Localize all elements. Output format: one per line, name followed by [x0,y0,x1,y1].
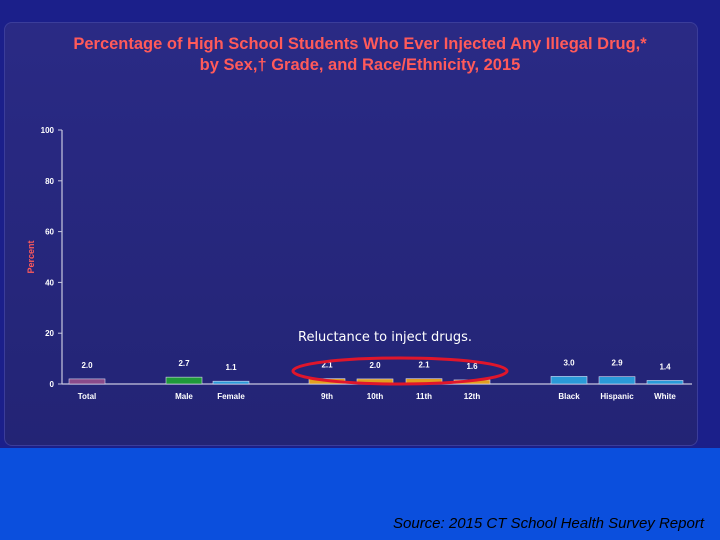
x-tick-label: Total [78,392,97,401]
y-tick-label: 40 [45,278,54,287]
bar-white [646,380,684,385]
y-tick-label: 100 [41,126,55,135]
bar-total [68,378,106,385]
footer-band [0,448,720,540]
x-tick-label: 9th [321,392,333,401]
chart-panel [4,22,698,446]
chart-title: Percentage of High School Students Who E… [20,34,700,76]
bar-female [212,380,250,385]
y-tick-label: 20 [45,329,54,338]
x-tick-label: Female [217,392,245,401]
bar-chart: 0 20 40 60 80 100 Percent 2.0 Total 2.7 Male 1.1 Fem… [26,126,692,401]
data-label: 2.1 [418,361,430,370]
data-label: 2.9 [611,359,623,368]
data-label: 1.1 [225,363,237,372]
bar-black [550,376,588,385]
x-tick-label: 11th [416,392,432,401]
x-tick-label: 10th [367,392,384,401]
data-label: 1.4 [659,362,671,371]
x-tick-label: 12th [464,392,481,401]
y-tick-label: 80 [45,177,54,186]
y-tick-label: 60 [45,228,54,237]
x-tick-label: Black [558,392,580,401]
data-label: 2.7 [178,359,190,368]
chart-title-line-2: by Sex,† Grade, and Race/Ethnicity, 2015 [199,56,521,74]
y-axis-label: Percent [26,240,36,273]
x-tick-label: Male [175,392,193,401]
annotation-text: Reluctance to inject drugs. [298,330,473,345]
data-label: 2.0 [369,361,381,370]
y-tick-label: 0 [50,380,55,389]
x-tick-label: Hispanic [600,392,634,401]
x-tick-label: White [654,392,676,401]
bar-male [165,376,203,385]
bar-hispanic [598,376,636,385]
chart-title-line-1: Percentage of High School Students Who E… [73,35,647,53]
data-label: 2.1 [321,361,333,370]
highlight-ellipse [291,356,509,386]
data-label: 1.6 [466,362,478,371]
data-label: 2.0 [81,361,93,370]
data-label: 3.0 [563,358,575,367]
source-caption: Source: 2015 CT School Health Survey Rep… [393,515,704,532]
